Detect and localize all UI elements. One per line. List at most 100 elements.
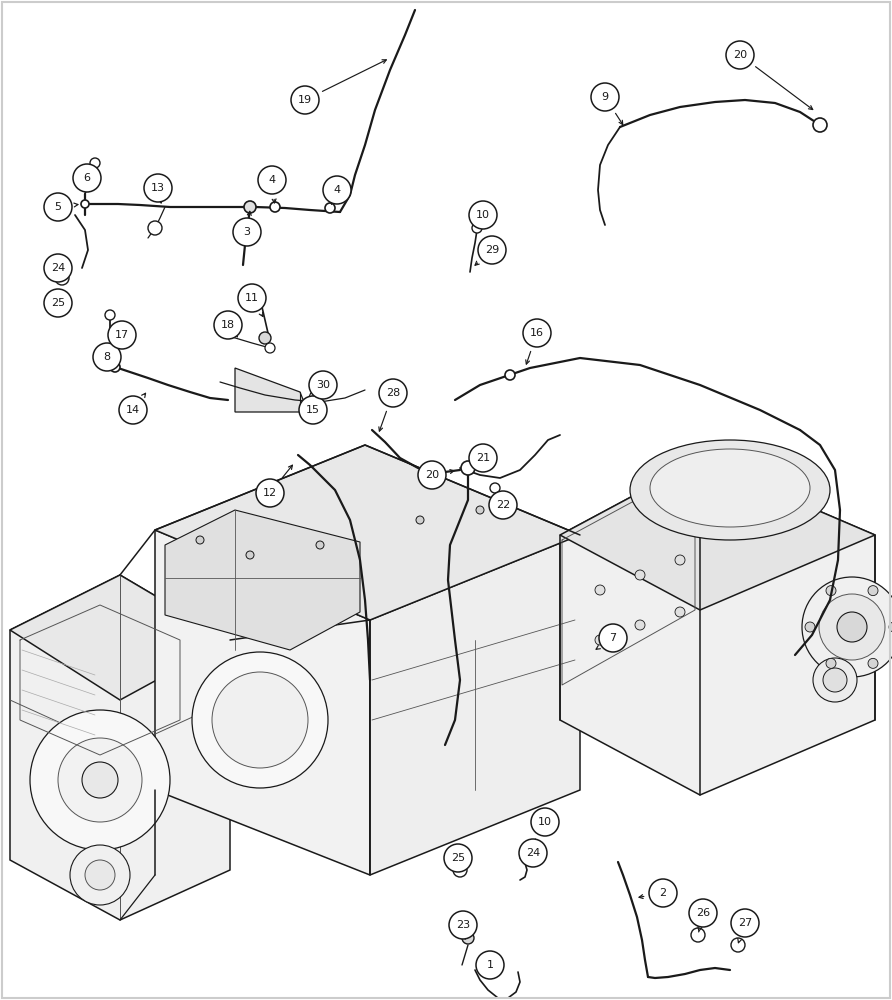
- Circle shape: [484, 962, 496, 974]
- Circle shape: [416, 516, 424, 524]
- Circle shape: [192, 652, 328, 788]
- Circle shape: [476, 951, 504, 979]
- Polygon shape: [155, 445, 580, 620]
- Circle shape: [813, 658, 857, 702]
- Circle shape: [731, 938, 745, 952]
- Circle shape: [196, 536, 204, 544]
- Text: 10: 10: [476, 210, 490, 220]
- Polygon shape: [560, 460, 875, 795]
- Circle shape: [691, 928, 705, 942]
- Text: 25: 25: [451, 853, 465, 863]
- Text: 24: 24: [526, 848, 541, 858]
- Circle shape: [649, 879, 677, 907]
- Circle shape: [531, 808, 559, 836]
- Circle shape: [81, 200, 89, 208]
- Circle shape: [449, 911, 477, 939]
- Circle shape: [119, 396, 147, 424]
- Circle shape: [802, 577, 892, 677]
- Text: 19: 19: [298, 95, 312, 105]
- Circle shape: [212, 672, 308, 768]
- Circle shape: [85, 860, 115, 890]
- Polygon shape: [155, 530, 370, 875]
- Circle shape: [523, 319, 551, 347]
- Text: 5: 5: [54, 202, 62, 212]
- Circle shape: [823, 668, 847, 692]
- Circle shape: [325, 203, 335, 213]
- Text: 20: 20: [425, 470, 439, 480]
- Circle shape: [418, 461, 446, 489]
- Circle shape: [323, 176, 351, 204]
- Circle shape: [635, 620, 645, 630]
- Polygon shape: [165, 510, 360, 650]
- Circle shape: [519, 839, 547, 867]
- Circle shape: [472, 223, 482, 233]
- Circle shape: [675, 607, 685, 617]
- Circle shape: [44, 289, 72, 317]
- Circle shape: [889, 622, 892, 632]
- Circle shape: [148, 221, 162, 235]
- Circle shape: [258, 166, 286, 194]
- Text: 20: 20: [733, 50, 747, 60]
- Circle shape: [819, 594, 885, 660]
- Circle shape: [55, 271, 69, 285]
- Circle shape: [70, 845, 130, 905]
- Circle shape: [58, 738, 142, 822]
- Circle shape: [379, 379, 407, 407]
- Ellipse shape: [630, 440, 830, 540]
- Circle shape: [259, 332, 271, 344]
- Circle shape: [689, 899, 717, 927]
- Text: 8: 8: [103, 352, 111, 362]
- Text: 9: 9: [601, 92, 608, 102]
- Text: 16: 16: [530, 328, 544, 338]
- Ellipse shape: [650, 449, 810, 527]
- Circle shape: [30, 710, 170, 850]
- Circle shape: [93, 343, 121, 371]
- Circle shape: [265, 343, 275, 353]
- Text: 28: 28: [386, 388, 401, 398]
- Text: 12: 12: [263, 488, 277, 498]
- Circle shape: [505, 370, 515, 380]
- Circle shape: [316, 541, 324, 549]
- Text: 4: 4: [268, 175, 276, 185]
- Circle shape: [591, 83, 619, 111]
- Text: 25: 25: [51, 298, 65, 308]
- Circle shape: [462, 932, 474, 944]
- Text: 11: 11: [245, 293, 259, 303]
- Text: 4: 4: [334, 185, 341, 195]
- Circle shape: [595, 635, 605, 645]
- Circle shape: [489, 491, 517, 519]
- Circle shape: [826, 658, 836, 668]
- Circle shape: [868, 658, 878, 668]
- Text: 29: 29: [485, 245, 500, 255]
- Circle shape: [837, 612, 867, 642]
- Text: 2: 2: [659, 888, 666, 898]
- Polygon shape: [10, 575, 230, 700]
- Circle shape: [826, 586, 836, 596]
- Circle shape: [469, 444, 497, 472]
- Circle shape: [291, 86, 319, 114]
- Circle shape: [805, 622, 815, 632]
- Polygon shape: [235, 368, 308, 412]
- Circle shape: [44, 254, 72, 282]
- Text: 22: 22: [496, 500, 510, 510]
- Circle shape: [108, 321, 136, 349]
- Text: 14: 14: [126, 405, 140, 415]
- Circle shape: [246, 551, 254, 559]
- Text: 10: 10: [538, 817, 552, 827]
- Circle shape: [868, 586, 878, 596]
- Circle shape: [73, 164, 101, 192]
- Circle shape: [490, 483, 500, 493]
- Circle shape: [444, 844, 472, 872]
- Circle shape: [144, 174, 172, 202]
- Circle shape: [105, 310, 115, 320]
- Text: 3: 3: [244, 227, 251, 237]
- Circle shape: [233, 218, 261, 246]
- Circle shape: [309, 371, 337, 399]
- Text: 15: 15: [306, 405, 320, 415]
- Circle shape: [270, 202, 280, 212]
- Text: 18: 18: [221, 320, 235, 330]
- Text: 23: 23: [456, 920, 470, 930]
- Polygon shape: [10, 575, 230, 920]
- Circle shape: [256, 479, 284, 507]
- Circle shape: [595, 585, 605, 595]
